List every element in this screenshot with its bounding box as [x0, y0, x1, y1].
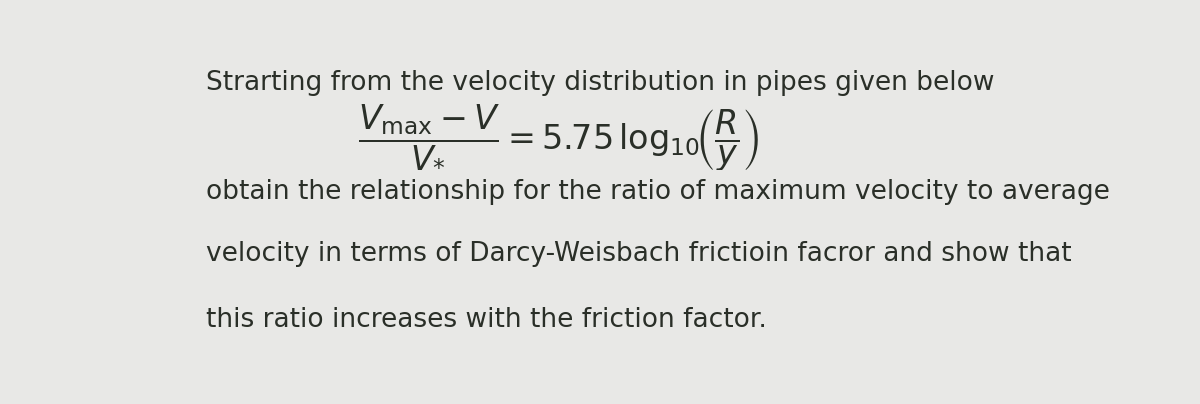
Text: obtain the relationship for the ratio of maximum velocity to average: obtain the relationship for the ratio of… [206, 179, 1110, 205]
Text: Strarting from the velocity distribution in pipes given below: Strarting from the velocity distribution… [206, 70, 995, 96]
Text: this ratio increases with the friction factor.: this ratio increases with the friction f… [206, 307, 767, 332]
Text: velocity in terms of Darcy-Weisbach frictioin facror and show that: velocity in terms of Darcy-Weisbach fric… [206, 241, 1072, 267]
Text: $\dfrac{V_{\mathrm{max}} - V}{V_{*}} = 5.75\,\mathrm{log}_{10}\!\left(\dfrac{R}{: $\dfrac{V_{\mathrm{max}} - V}{V_{*}} = 5… [359, 102, 760, 169]
